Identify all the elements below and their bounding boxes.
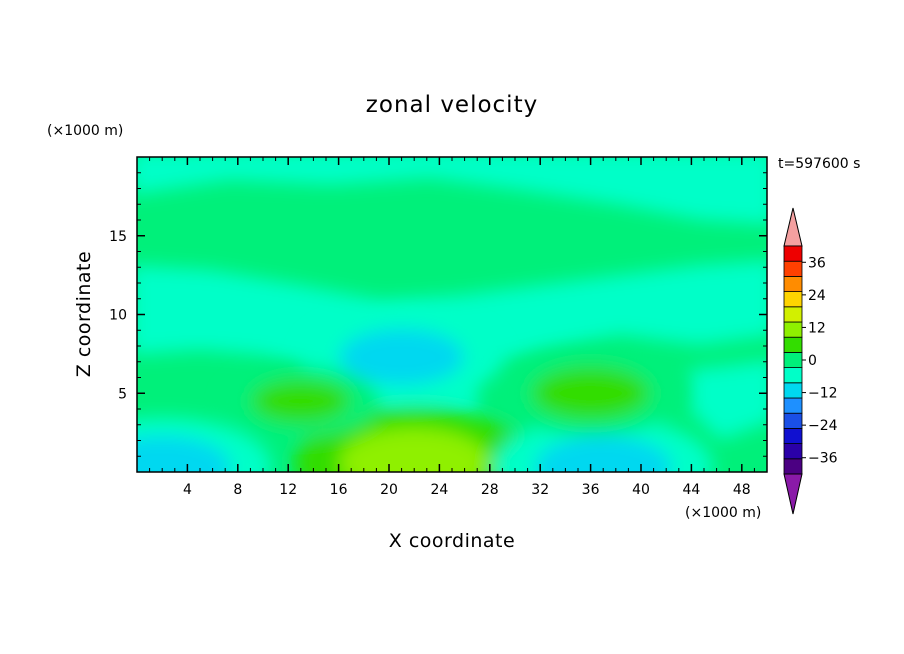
colorbar-swatch [783, 245, 803, 262]
colorbar-tick-label: 24 [808, 288, 826, 304]
x-tick-label: 20 [380, 482, 398, 498]
near-zero-band-upper [137, 157, 767, 225]
colorbar-swatch [783, 412, 803, 429]
feature-core [339, 428, 489, 472]
x-axis-title: X coordinate [389, 530, 515, 552]
colorbar-tick-label: 12 [808, 320, 826, 336]
colorbar-swatch [783, 367, 803, 384]
x-tick-label: 48 [733, 482, 751, 498]
x-tick-label: 44 [682, 482, 700, 498]
time-label: t=597600 s [778, 156, 860, 172]
y-unit-label: (×1000 m) [47, 123, 123, 139]
x-tick-label: 24 [430, 482, 448, 498]
chart-title: zonal velocity [366, 92, 538, 118]
colorbar-tick-label: −12 [808, 386, 838, 402]
y-tick-label: 5 [118, 386, 127, 402]
colorbar-swatch [783, 443, 803, 460]
colorbar-swatch [783, 275, 803, 292]
colorbar-tick-label: −24 [808, 418, 838, 434]
colorbar-under-triangle [783, 473, 803, 515]
x-tick-label: 28 [481, 482, 499, 498]
colorbar: 36 24 12 0 −12 −24 −36 [783, 207, 838, 515]
near-zero-band-right [690, 360, 767, 440]
colorbar-tick-label: −36 [808, 451, 838, 467]
x-tick-label: 32 [531, 482, 549, 498]
colorbar-swatch [783, 291, 803, 308]
x-tick-label: 12 [279, 482, 297, 498]
y-tick-label: 15 [109, 229, 127, 245]
colorbar-swatch [783, 306, 803, 323]
y-axis-title: Z coordinate [73, 251, 95, 377]
x-tick-label: 36 [582, 482, 600, 498]
colorbar-swatch [783, 458, 803, 475]
feature-core [339, 329, 464, 386]
x-tick-label: 4 [183, 482, 192, 498]
colorbar-swatch [783, 351, 803, 368]
feature-core [251, 379, 350, 423]
colorbar-swatch [783, 397, 803, 414]
x-tick-label: 40 [632, 482, 650, 498]
colorbar-swatch [783, 260, 803, 277]
feature-core [534, 436, 672, 472]
colorbar-swatch [783, 382, 803, 399]
contour-field [137, 157, 767, 472]
colorbar-swatch [783, 427, 803, 444]
colorbar-over-triangle [783, 207, 803, 247]
colorbar-swatch [783, 336, 803, 353]
y-tick-label: 10 [109, 308, 127, 324]
feature-core [531, 366, 650, 420]
colorbar-tick-label: 0 [808, 353, 817, 369]
colorbar-swatch [783, 321, 803, 338]
feature-core [137, 436, 231, 472]
feature-layer [137, 312, 713, 472]
x-tick-label: 8 [233, 482, 242, 498]
colorbar-tick-label: 36 [808, 255, 826, 271]
x-unit-label: (×1000 m) [685, 505, 761, 521]
x-tick-label: 16 [330, 482, 348, 498]
